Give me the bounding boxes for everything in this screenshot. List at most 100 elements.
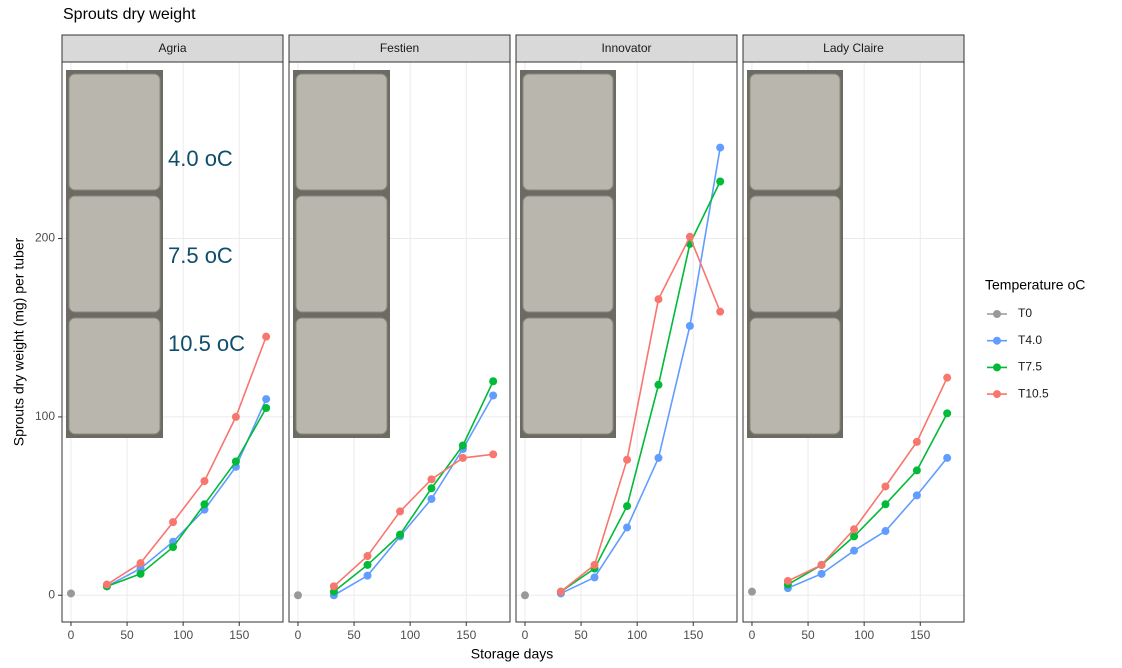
x-tick-label: 100 — [854, 628, 874, 642]
data-point — [364, 552, 372, 560]
data-point — [591, 561, 599, 569]
x-tick-label: 0 — [295, 628, 302, 642]
data-point — [623, 523, 631, 531]
data-point — [913, 491, 921, 499]
photo-tray — [750, 74, 840, 190]
y-axis-label: Sprouts dry weight (mg) per tuber — [11, 237, 27, 446]
data-point — [654, 381, 662, 389]
data-point — [459, 454, 467, 462]
data-point — [818, 570, 826, 578]
legend-title: Temperature oC — [985, 277, 1085, 293]
x-tick-label: 100 — [400, 628, 420, 642]
annotation: 4.0 oC — [168, 146, 233, 171]
legend-label: T10.5 — [1018, 386, 1049, 400]
strip-label: Lady Claire — [823, 41, 884, 55]
annotation: 10.5 oC — [168, 331, 245, 356]
data-point — [330, 582, 338, 590]
strip-label: Innovator — [601, 41, 651, 55]
data-point — [913, 438, 921, 446]
data-point — [881, 482, 889, 490]
photo-tray — [750, 196, 840, 312]
legend-key — [993, 363, 1001, 371]
data-point — [489, 450, 497, 458]
data-point — [748, 588, 756, 596]
data-point — [943, 409, 951, 417]
legend-label: T4.0 — [1018, 333, 1042, 347]
y-tick-label: 0 — [48, 587, 55, 601]
legend-key — [993, 390, 1001, 398]
data-point — [137, 570, 145, 578]
data-point — [137, 559, 145, 567]
data-point — [881, 527, 889, 535]
chart: Sprouts dry weight Storage days Sprouts … — [0, 0, 1122, 668]
data-point — [427, 475, 435, 483]
data-point — [943, 454, 951, 462]
x-tick-label: 50 — [120, 628, 134, 642]
data-point — [654, 295, 662, 303]
data-point — [850, 532, 858, 540]
y-tick-label: 200 — [35, 231, 55, 245]
chart-title: Sprouts dry weight — [63, 6, 196, 23]
data-point — [716, 144, 724, 152]
data-point — [818, 561, 826, 569]
data-point — [913, 466, 921, 474]
photo-tray — [296, 196, 387, 312]
data-point — [103, 581, 111, 589]
data-point — [200, 500, 208, 508]
strip-label: Festien — [380, 41, 419, 55]
photo-tray — [296, 74, 387, 190]
data-point — [427, 484, 435, 492]
data-point — [262, 395, 270, 403]
x-tick-label: 0 — [68, 628, 75, 642]
x-tick-label: 150 — [456, 628, 476, 642]
data-point — [623, 502, 631, 510]
y-tick-label: 100 — [35, 409, 55, 423]
x-tick-label: 0 — [749, 628, 756, 642]
photo-tray — [69, 196, 160, 312]
x-tick-label: 50 — [574, 628, 588, 642]
data-point — [784, 577, 792, 585]
photo-tray — [69, 318, 160, 434]
legend-label: T0 — [1018, 306, 1032, 320]
data-point — [521, 591, 529, 599]
data-point — [67, 589, 75, 597]
data-point — [364, 572, 372, 580]
data-point — [686, 322, 694, 330]
legend-label: T7.5 — [1018, 360, 1042, 374]
legend-key — [993, 310, 1001, 318]
data-point — [459, 441, 467, 449]
photo-tray — [69, 74, 160, 190]
data-point — [686, 233, 694, 241]
data-point — [943, 374, 951, 382]
x-tick-label: 50 — [347, 628, 361, 642]
data-point — [262, 404, 270, 412]
data-point — [489, 392, 497, 400]
x-tick-label: 150 — [229, 628, 249, 642]
x-tick-label: 100 — [173, 628, 193, 642]
data-point — [232, 413, 240, 421]
photo-tray — [523, 318, 613, 434]
data-point — [716, 177, 724, 185]
annotation: 7.5 oC — [168, 243, 233, 268]
data-point — [591, 573, 599, 581]
data-point — [716, 308, 724, 316]
strip-label: Agria — [158, 41, 186, 55]
data-point — [169, 518, 177, 526]
x-tick-label: 100 — [627, 628, 647, 642]
data-point — [169, 543, 177, 551]
data-point — [654, 454, 662, 462]
data-point — [557, 588, 565, 596]
data-point — [364, 561, 372, 569]
x-tick-label: 0 — [522, 628, 529, 642]
x-tick-label: 150 — [910, 628, 930, 642]
data-point — [396, 531, 404, 539]
data-point — [262, 333, 270, 341]
data-point — [427, 495, 435, 503]
data-point — [489, 377, 497, 385]
photo-tray — [523, 196, 613, 312]
data-point — [623, 456, 631, 464]
data-point — [850, 547, 858, 555]
x-tick-label: 50 — [801, 628, 815, 642]
data-point — [396, 507, 404, 515]
data-point — [232, 457, 240, 465]
